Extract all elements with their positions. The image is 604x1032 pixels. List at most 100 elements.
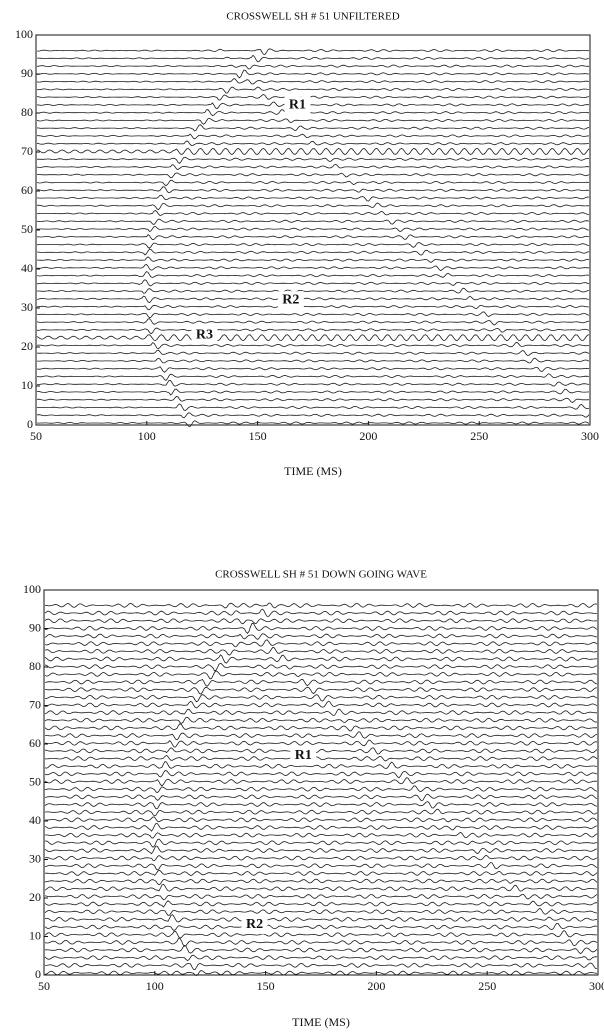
trace	[37, 403, 590, 411]
trace	[36, 271, 590, 278]
x-axis-label: TIME (MS)	[284, 464, 342, 478]
annotation: R1	[289, 97, 306, 112]
trace	[36, 304, 589, 311]
y-tick-label: 30	[29, 851, 41, 865]
x-tick-label: 300	[589, 979, 604, 993]
y-tick-label: 80	[29, 659, 41, 673]
y-tick-label: 60	[21, 183, 33, 197]
trace	[36, 86, 590, 94]
trace	[37, 357, 590, 364]
y-tick-label: 50	[29, 774, 41, 788]
y-tick-label: 70	[21, 144, 33, 158]
trace	[36, 94, 590, 101]
trace	[44, 845, 598, 855]
annotation-box	[284, 96, 311, 115]
trace	[36, 124, 590, 132]
trace	[36, 163, 590, 170]
trace	[36, 373, 590, 381]
trace	[36, 234, 590, 241]
trace	[44, 831, 598, 839]
trace	[44, 678, 598, 687]
x-tick-label: 300	[581, 429, 599, 443]
annotation: R1	[295, 748, 312, 763]
trace	[44, 893, 598, 901]
y-tick-label: 30	[21, 300, 33, 314]
trace	[44, 808, 598, 817]
x-axis-label: TIME (MS)	[292, 1015, 350, 1029]
trace	[36, 264, 589, 271]
plot-frame	[43, 589, 599, 976]
trace	[37, 327, 590, 335]
x-tick-label: 200	[359, 429, 377, 443]
x-tick-label: 250	[470, 429, 488, 443]
x-tick-label: 200	[367, 979, 385, 993]
trace	[36, 172, 590, 179]
trace	[36, 318, 590, 326]
trace	[44, 770, 598, 779]
trace	[44, 822, 598, 832]
trace	[36, 248, 590, 256]
trace	[44, 739, 598, 748]
trace	[44, 618, 598, 625]
trace	[36, 179, 590, 187]
trace	[44, 639, 598, 648]
trace	[45, 944, 598, 955]
y-tick-label: 50	[21, 222, 33, 236]
trace	[36, 218, 590, 225]
trace	[36, 242, 590, 249]
trace	[44, 914, 598, 923]
trace	[44, 670, 598, 680]
x-tick-label: 150	[249, 429, 267, 443]
x-tick-label: 50	[30, 429, 42, 443]
trace	[44, 907, 597, 916]
trace	[37, 349, 590, 356]
y-tick-label: 0	[35, 967, 41, 981]
trace	[36, 295, 590, 304]
trace	[44, 686, 597, 695]
trace	[44, 731, 598, 741]
trace	[36, 148, 590, 155]
trace	[44, 654, 598, 664]
trace	[44, 854, 598, 862]
trace	[44, 929, 597, 939]
annotation: R3	[196, 328, 213, 343]
trace	[36, 140, 589, 147]
trace	[44, 723, 597, 732]
trace	[37, 54, 590, 63]
chart-title: CROSSWELL SH # 51 DOWN GOING WAVE	[215, 569, 427, 581]
trace	[36, 388, 590, 396]
trace	[44, 954, 598, 961]
trace	[44, 646, 598, 656]
annotation-box	[191, 326, 218, 345]
trace	[37, 48, 590, 55]
trace	[36, 210, 590, 216]
trace	[45, 869, 598, 876]
y-tick-label: 10	[21, 378, 33, 392]
y-tick-label: 80	[21, 105, 33, 119]
trace	[36, 341, 590, 350]
x-tick-label: 100	[138, 429, 156, 443]
trace	[36, 334, 590, 342]
trace	[44, 716, 598, 724]
trace	[44, 761, 598, 769]
trace	[44, 801, 598, 810]
annotation-box	[277, 291, 304, 310]
trace	[36, 226, 590, 233]
trace	[37, 379, 590, 387]
y-tick-label: 90	[21, 66, 33, 80]
trace	[36, 420, 590, 428]
trace	[44, 793, 598, 802]
annotation-box	[241, 915, 268, 934]
trace	[44, 785, 598, 793]
y-tick-label: 40	[21, 261, 33, 275]
trace	[44, 608, 598, 617]
trace	[45, 694, 598, 703]
trace	[36, 202, 590, 211]
trace	[44, 838, 598, 848]
chart: CROSSWELL SH # 51 UNFILTERED TIME (MS) 50 1…	[15, 11, 599, 478]
y-tick-label: 10	[29, 928, 41, 942]
y-tick-label: 90	[29, 620, 41, 634]
trace	[37, 279, 590, 287]
trace	[45, 816, 598, 823]
trace	[44, 755, 598, 762]
